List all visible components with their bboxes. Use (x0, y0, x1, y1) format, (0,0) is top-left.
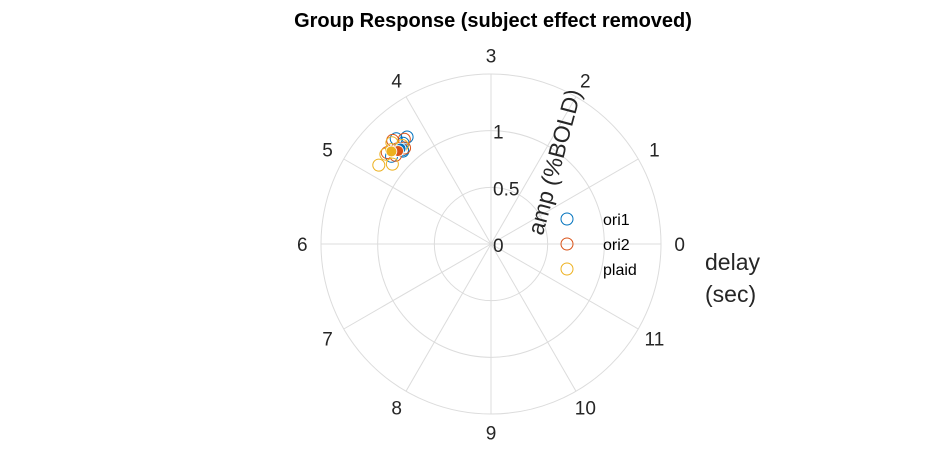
angular-axis-label-line-1: delay (705, 249, 760, 275)
legend-marker-ori2 (560, 237, 574, 251)
chart-title: Group Response (subject effect removed) (294, 10, 692, 32)
legend-label-ori2: ori2 (603, 237, 630, 254)
grid-spoke (490, 243, 639, 330)
grid-spoke (490, 243, 577, 392)
legend-label-plaid: plaid (603, 262, 637, 279)
angular-tick-label: 8 (391, 398, 402, 419)
legend-marker-plaid (560, 262, 574, 276)
grid-spoke (343, 243, 492, 330)
angular-axis-label-line-2: (sec) (705, 281, 756, 307)
legend-marker-ori1 (560, 212, 574, 226)
angular-tick-label: 7 (322, 329, 333, 350)
angular-tick-label: 4 (391, 72, 402, 93)
angular-tick-label: 3 (486, 46, 497, 67)
mean-point-plaid (385, 145, 398, 158)
legend: ori1 ori2 plaid (560, 212, 637, 279)
grid-spoke (405, 96, 492, 245)
data-points (372, 130, 414, 172)
angular-tick-label: 6 (297, 235, 308, 256)
legend-label-ori1: ori1 (603, 212, 630, 229)
grid-spoke (490, 96, 577, 245)
radial-tick-label: 0.5 (493, 179, 519, 200)
grid-spoke (490, 158, 639, 245)
angular-tick-label: 11 (645, 329, 665, 350)
grid-spoke (343, 158, 492, 245)
angular-tick-label: 2 (580, 72, 591, 93)
radial-tick-label: 0 (493, 236, 504, 257)
radial-tick-label: 1 (493, 123, 504, 144)
angular-tick-label: 5 (322, 141, 333, 162)
polar-grid (320, 73, 662, 415)
angular-tick-label: 9 (486, 424, 497, 445)
data-point-plaid (372, 158, 386, 172)
angular-tick-label: 0 (674, 235, 685, 256)
grid-spoke (405, 243, 492, 392)
radial-tick-labels: 00.51 (493, 123, 519, 257)
radial-axis-label: amp (%BOLD) (522, 86, 586, 237)
angular-tick-label: 10 (575, 398, 596, 419)
angular-tick-label: 1 (649, 141, 660, 162)
data-point-plaid (385, 157, 399, 171)
